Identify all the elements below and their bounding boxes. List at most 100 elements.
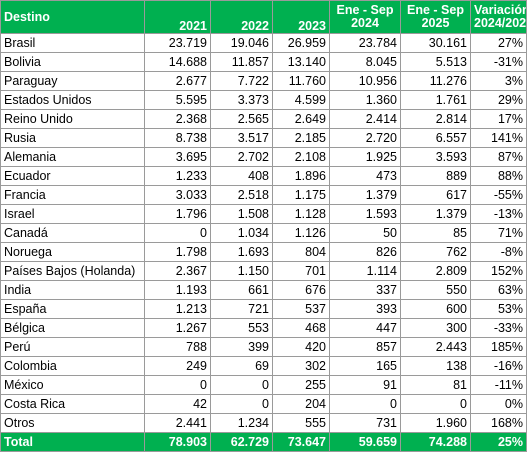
cell-2021: 249 bbox=[144, 356, 211, 376]
cell-variacion: 71% bbox=[470, 223, 527, 243]
cell-variacion: 3% bbox=[470, 71, 527, 91]
cell-2022: 1.234 bbox=[210, 413, 273, 433]
cell-2021: 5.595 bbox=[144, 90, 211, 110]
table-row: Paraguay 2.677 7.722 11.760 10.956 11.276 3% bbox=[0, 71, 527, 91]
table-body: Brasil 23.719 19.046 26.959 23.784 30.161 27% B… bbox=[0, 33, 527, 433]
total-label: Total bbox=[0, 432, 145, 452]
cell-variacion: -13% bbox=[470, 204, 527, 224]
table-row: Noruega 1.798 1.693 804 826 762 -8% bbox=[0, 242, 527, 262]
cell-destino: Ecuador bbox=[0, 166, 145, 186]
cell-2022: 19.046 bbox=[210, 33, 273, 53]
cell-2022: 1.150 bbox=[210, 261, 273, 281]
cell-ene-sep-2024: 23.784 bbox=[329, 33, 401, 53]
cell-2023: 255 bbox=[272, 375, 330, 395]
cell-2023: 701 bbox=[272, 261, 330, 281]
cell-destino: Francia bbox=[0, 185, 145, 205]
cell-variacion: 87% bbox=[470, 147, 527, 167]
cell-2023: 4.599 bbox=[272, 90, 330, 110]
cell-2023: 1.126 bbox=[272, 223, 330, 243]
cell-destino: Otros bbox=[0, 413, 145, 433]
table-row: Colombia 249 69 302 165 138 -16% bbox=[0, 356, 527, 376]
cell-2023: 204 bbox=[272, 394, 330, 414]
cell-2021: 8.738 bbox=[144, 128, 211, 148]
cell-ene-sep-2025: 85 bbox=[400, 223, 471, 243]
cell-variacion: 152% bbox=[470, 261, 527, 281]
cell-ene-sep-2025: 889 bbox=[400, 166, 471, 186]
header-destino: Destino bbox=[0, 0, 145, 34]
cell-ene-sep-2025: 300 bbox=[400, 318, 471, 338]
table-row: Bélgica 1.267 553 468 447 300 -33% bbox=[0, 318, 527, 338]
cell-variacion: 185% bbox=[470, 337, 527, 357]
table-row: Israel 1.796 1.508 1.128 1.593 1.379 -13% bbox=[0, 204, 527, 224]
cell-2022: 721 bbox=[210, 299, 273, 319]
table-row: Reino Unido 2.368 2.565 2.649 2.414 2.814 17% bbox=[0, 109, 527, 129]
cell-destino: Estados Unidos bbox=[0, 90, 145, 110]
header-label: 2023 bbox=[298, 19, 326, 33]
cell-variacion: 88% bbox=[470, 166, 527, 186]
cell-2023: 804 bbox=[272, 242, 330, 262]
cell-2022: 2.518 bbox=[210, 185, 273, 205]
cell-2022: 1.693 bbox=[210, 242, 273, 262]
cell-2021: 2.367 bbox=[144, 261, 211, 281]
cell-2022: 1.034 bbox=[210, 223, 273, 243]
cell-2021: 2.368 bbox=[144, 109, 211, 129]
cell-2022: 399 bbox=[210, 337, 273, 357]
cell-ene-sep-2025: 30.161 bbox=[400, 33, 471, 53]
cell-2021: 1.213 bbox=[144, 299, 211, 319]
header-row: Destino 2021 2022 2023 Ene - Sep 2024 Ene… bbox=[0, 0, 527, 34]
cell-destino: Bolivia bbox=[0, 52, 145, 72]
cell-2023: 13.140 bbox=[272, 52, 330, 72]
cell-2023: 420 bbox=[272, 337, 330, 357]
cell-2021: 3.033 bbox=[144, 185, 211, 205]
header-2023: 2023 bbox=[272, 0, 330, 34]
cell-ene-sep-2025: 0 bbox=[400, 394, 471, 414]
cell-2021: 0 bbox=[144, 375, 211, 395]
header-label-line1: Ene - Sep bbox=[407, 3, 464, 17]
cell-2022: 11.857 bbox=[210, 52, 273, 72]
cell-destino: Paraguay bbox=[0, 71, 145, 91]
cell-ene-sep-2025: 600 bbox=[400, 299, 471, 319]
cell-variacion: -8% bbox=[470, 242, 527, 262]
cell-ene-sep-2024: 1.379 bbox=[329, 185, 401, 205]
cell-2021: 23.719 bbox=[144, 33, 211, 53]
cell-2022: 408 bbox=[210, 166, 273, 186]
cell-variacion: 29% bbox=[470, 90, 527, 110]
total-2021: 78.903 bbox=[144, 432, 211, 452]
cell-ene-sep-2024: 337 bbox=[329, 280, 401, 300]
table-row: México 0 0 255 91 81 -11% bbox=[0, 375, 527, 395]
cell-2023: 2.108 bbox=[272, 147, 330, 167]
header-label-line2: 2024/2025 bbox=[474, 16, 527, 30]
cell-2022: 553 bbox=[210, 318, 273, 338]
cell-ene-sep-2024: 0 bbox=[329, 394, 401, 414]
cell-ene-sep-2024: 1.593 bbox=[329, 204, 401, 224]
cell-2021: 1.233 bbox=[144, 166, 211, 186]
cell-2022: 1.508 bbox=[210, 204, 273, 224]
cell-destino: Colombia bbox=[0, 356, 145, 376]
cell-2022: 69 bbox=[210, 356, 273, 376]
cell-destino: India bbox=[0, 280, 145, 300]
cell-variacion: -31% bbox=[470, 52, 527, 72]
table-row: Canadá 0 1.034 1.126 50 85 71% bbox=[0, 223, 527, 243]
cell-2021: 1.267 bbox=[144, 318, 211, 338]
table-row: Bolivia 14.688 11.857 13.140 8.045 5.513 -31% bbox=[0, 52, 527, 72]
cell-2023: 26.959 bbox=[272, 33, 330, 53]
cell-2022: 3.517 bbox=[210, 128, 273, 148]
table-row: Estados Unidos 5.595 3.373 4.599 1.360 1.761 2… bbox=[0, 90, 527, 110]
cell-2021: 788 bbox=[144, 337, 211, 357]
cell-ene-sep-2024: 50 bbox=[329, 223, 401, 243]
cell-ene-sep-2024: 2.720 bbox=[329, 128, 401, 148]
cell-2023: 1.175 bbox=[272, 185, 330, 205]
cell-destino: Países Bajos (Holanda) bbox=[0, 261, 145, 281]
cell-2021: 0 bbox=[144, 223, 211, 243]
cell-ene-sep-2024: 1.360 bbox=[329, 90, 401, 110]
table-row: Otros 2.441 1.234 555 731 1.960 168% bbox=[0, 413, 527, 433]
cell-2023: 468 bbox=[272, 318, 330, 338]
cell-2023: 555 bbox=[272, 413, 330, 433]
table-row: Rusia 8.738 3.517 2.185 2.720 6.557 141% bbox=[0, 128, 527, 148]
cell-ene-sep-2024: 165 bbox=[329, 356, 401, 376]
header-label-line1: Ene - Sep bbox=[336, 3, 394, 17]
cell-ene-sep-2025: 81 bbox=[400, 375, 471, 395]
header-2022: 2022 bbox=[210, 0, 273, 34]
